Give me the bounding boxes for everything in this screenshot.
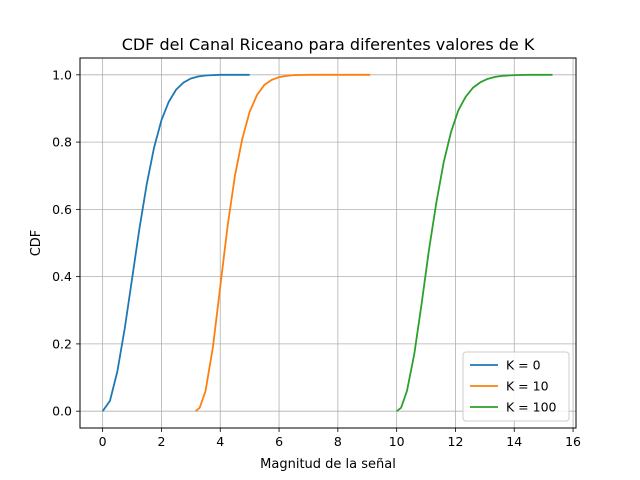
x-tick-label: 6: [275, 434, 283, 449]
series-lines: [101, 73, 553, 412]
x-tick-label: 2: [157, 434, 165, 449]
plot-frame: [79, 57, 577, 429]
x-tick-label: 0: [99, 434, 107, 449]
legend-label-k10: K = 10: [506, 379, 549, 394]
axis-ticks: 0 2 4 6 8 10 12 14 16 0.0 0.2 0.4 0.6 0.8 1.0: [52, 67, 581, 449]
x-tick-label: 10: [389, 434, 405, 449]
legend-box: [462, 351, 570, 422]
y-axis-label: CDF: [29, 230, 44, 257]
x-tick-label: 14: [506, 434, 522, 449]
cdf-line-k100: [396, 73, 553, 412]
x-tick-label: 8: [334, 434, 342, 449]
cdf-line-k0: [101, 73, 250, 412]
chart-title: CDF del Canal Riceano para diferentes va…: [122, 35, 535, 54]
x-tick-label: 16: [565, 434, 581, 449]
legend-label-k100: K = 100: [506, 400, 557, 415]
legend: K = 0 K = 10 K = 100: [462, 351, 570, 422]
y-tick-label: 0.4: [52, 269, 72, 284]
y-tick-label: 1.0: [52, 67, 72, 82]
y-tick-label: 0.2: [52, 336, 72, 351]
x-axis-label: Magnitud de la señal: [260, 457, 396, 472]
cdf-line-k10: [194, 73, 371, 412]
y-tick-label: 0.8: [52, 135, 72, 150]
x-tick-label: 12: [448, 434, 464, 449]
x-tick-label: 4: [216, 434, 224, 449]
legend-label-k0: K = 0: [506, 358, 541, 373]
y-tick-label: 0.6: [52, 202, 72, 217]
y-tick-label: 0.0: [52, 404, 72, 419]
